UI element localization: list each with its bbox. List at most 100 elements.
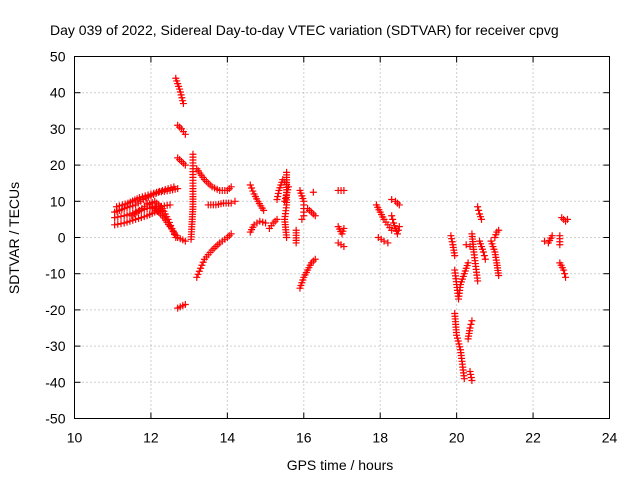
- data-point: [340, 224, 348, 232]
- data-point: [388, 195, 396, 203]
- x-tick-label: 12: [143, 430, 159, 446]
- data-point: [495, 272, 503, 280]
- plot-frame: [74, 56, 610, 419]
- data-point: [181, 300, 189, 308]
- y-axis-label: SDTVAR / TECUs: [6, 182, 22, 294]
- data-point: [460, 375, 468, 383]
- data-point: [451, 252, 459, 260]
- data-point: [181, 237, 189, 245]
- data-point: [198, 261, 206, 269]
- data-point: [380, 237, 388, 245]
- x-axis-label: GPS time / hours: [287, 457, 394, 473]
- data-point: [227, 183, 235, 191]
- data-point: [300, 212, 308, 220]
- data-point: [260, 206, 268, 214]
- data-point: [448, 238, 456, 246]
- data-point: [231, 197, 239, 205]
- data-point: [340, 243, 348, 251]
- data-point: [474, 203, 482, 211]
- data-point: [179, 100, 187, 108]
- data-point: [340, 186, 348, 194]
- data-point: [227, 230, 235, 238]
- data-point: [249, 187, 257, 195]
- y-tick-label: -50: [45, 411, 65, 427]
- data-point: [561, 270, 569, 278]
- data-point: [395, 223, 403, 231]
- data-points: [111, 74, 571, 384]
- data-point: [273, 215, 281, 223]
- data-point: [274, 192, 282, 200]
- data-point: [562, 273, 570, 281]
- data-point: [541, 237, 549, 245]
- x-tick-label: 20: [449, 430, 465, 446]
- y-tick-label: 50: [50, 49, 66, 65]
- data-point: [394, 226, 402, 234]
- data-point: [393, 230, 401, 238]
- data-point: [560, 266, 568, 274]
- data-point: [467, 320, 475, 328]
- chart-title: Day 039 of 2022, Sidereal Day-to-day VTE…: [50, 22, 559, 38]
- data-point: [475, 206, 483, 214]
- data-point: [227, 199, 235, 207]
- data-point: [548, 232, 556, 240]
- data-point: [467, 373, 475, 381]
- data-point: [388, 226, 396, 234]
- y-tick-label: -20: [45, 302, 65, 318]
- data-point: [495, 226, 503, 234]
- y-tick-label: -10: [45, 266, 65, 282]
- x-tick-label: 16: [296, 430, 312, 446]
- x-tick-label: 10: [67, 430, 83, 446]
- y-tick-label: 30: [50, 121, 66, 137]
- data-point: [563, 215, 571, 223]
- data-point: [292, 239, 300, 247]
- axis-ticks: 10 12 14 16 18 20 22 24 50 40 30 20 10 0 -10 -20 -30 -40 -…: [45, 49, 617, 446]
- data-point: [194, 270, 202, 278]
- data-point: [274, 189, 282, 197]
- data-point: [395, 201, 403, 209]
- data-point: [181, 130, 189, 138]
- data-point: [246, 181, 254, 189]
- data-point: [467, 370, 475, 378]
- x-tick-label: 14: [220, 430, 236, 446]
- x-tick-label: 24: [602, 430, 618, 446]
- data-point: [283, 234, 291, 241]
- data-point: [195, 267, 203, 275]
- data-point: [309, 188, 317, 196]
- y-tick-label: -40: [45, 374, 65, 390]
- data-point: [466, 367, 474, 375]
- data-point: [111, 221, 119, 229]
- data-point: [447, 232, 455, 240]
- data-point: [114, 220, 122, 228]
- data-point: [468, 376, 476, 384]
- data-point: [481, 255, 489, 263]
- data-point: [117, 220, 125, 228]
- x-tick-label: 18: [372, 430, 388, 446]
- data-point: [462, 241, 470, 249]
- data-point: [262, 219, 270, 227]
- data-point: [170, 183, 178, 191]
- data-point: [311, 255, 319, 263]
- data-point: [448, 235, 456, 243]
- data-point: [468, 317, 476, 325]
- data-point: [199, 258, 207, 266]
- data-point: [466, 324, 474, 332]
- data-point: [193, 273, 201, 281]
- data-point: [273, 195, 281, 203]
- data-point: [248, 184, 256, 192]
- data-point: [388, 212, 396, 220]
- y-tick-label: -30: [45, 338, 65, 354]
- data-point: [464, 259, 472, 267]
- data-point: [298, 215, 306, 223]
- data-point: [556, 232, 564, 240]
- data-point: [311, 212, 319, 220]
- data-point: [187, 235, 195, 243]
- data-point: [117, 212, 125, 220]
- y-tick-label: 0: [58, 230, 66, 246]
- grid: [74, 56, 610, 419]
- data-point: [114, 213, 122, 221]
- y-tick-label: 20: [50, 157, 66, 173]
- data-point: [174, 185, 182, 193]
- y-tick-label: 10: [50, 193, 66, 209]
- data-point: [384, 239, 392, 247]
